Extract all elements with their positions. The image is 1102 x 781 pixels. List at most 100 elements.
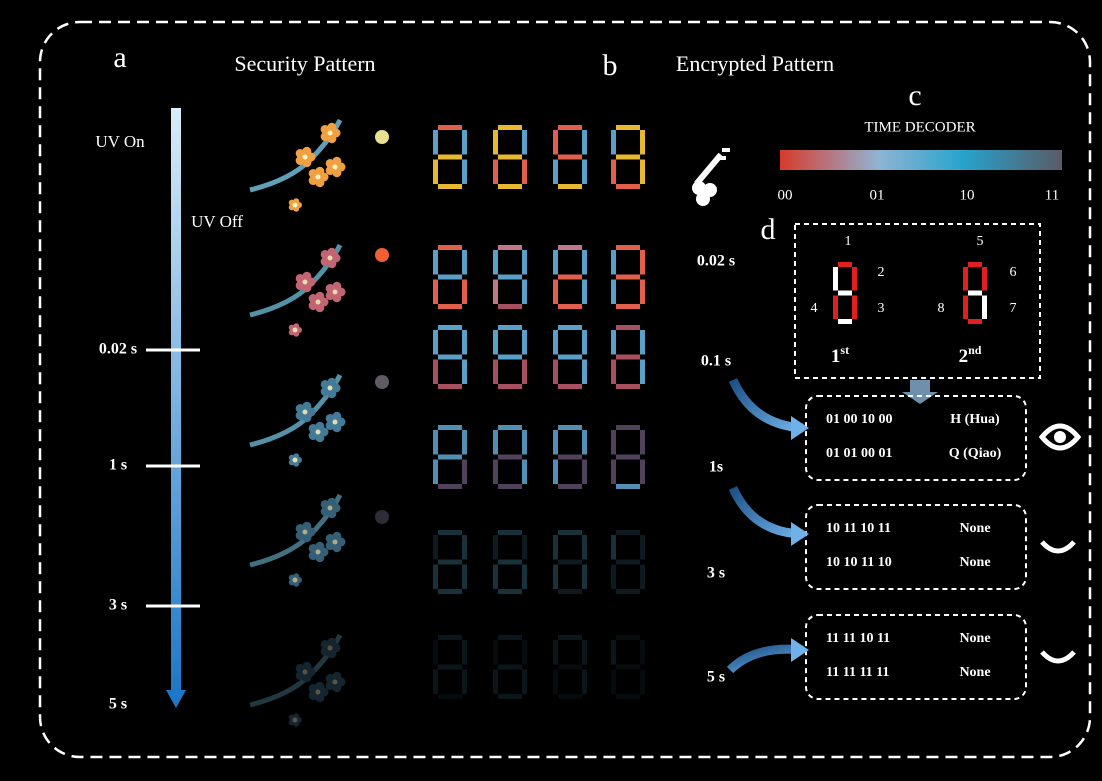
digit bbox=[433, 635, 467, 699]
segment bbox=[833, 295, 838, 319]
segment bbox=[553, 459, 558, 484]
segment bbox=[433, 279, 438, 304]
segment bbox=[582, 535, 587, 560]
flower-center bbox=[315, 689, 321, 695]
segment bbox=[582, 359, 587, 384]
panel-label: a bbox=[113, 41, 126, 74]
segment bbox=[616, 304, 640, 309]
flower-center bbox=[292, 717, 298, 723]
segment bbox=[640, 640, 645, 665]
result-box bbox=[805, 504, 1027, 590]
segment bbox=[493, 359, 498, 384]
time-label: 5 s bbox=[109, 696, 127, 713]
petal bbox=[320, 639, 330, 649]
decoded-letter: None bbox=[959, 631, 990, 646]
decoded-letter: None bbox=[959, 555, 990, 570]
digit bbox=[553, 530, 587, 594]
segment bbox=[498, 125, 522, 130]
segment bbox=[558, 245, 582, 250]
binary-code: 11 11 10 11 bbox=[826, 631, 890, 646]
petal bbox=[320, 257, 330, 267]
segment bbox=[838, 290, 852, 296]
segment bbox=[611, 359, 616, 384]
flower-center bbox=[332, 419, 338, 425]
digit bbox=[433, 125, 467, 189]
section-title: Encrypted Pattern bbox=[676, 51, 834, 76]
segment bbox=[498, 559, 522, 565]
segment bbox=[640, 535, 645, 560]
segment bbox=[493, 640, 498, 665]
segment bbox=[558, 484, 582, 489]
segment bbox=[438, 125, 462, 130]
digit bbox=[433, 425, 467, 489]
segment bbox=[438, 559, 462, 565]
time-label: 3 s bbox=[109, 597, 127, 614]
digit bbox=[553, 245, 587, 309]
segment bbox=[582, 640, 587, 665]
flower-branch bbox=[249, 633, 346, 727]
segment bbox=[438, 184, 462, 189]
digit bbox=[433, 530, 467, 594]
panel-label: c bbox=[908, 79, 921, 112]
petal bbox=[302, 401, 312, 411]
segment-number: 5 bbox=[977, 234, 984, 249]
segment bbox=[493, 535, 498, 560]
digit bbox=[433, 245, 467, 309]
segment bbox=[616, 184, 640, 189]
segment bbox=[433, 535, 438, 560]
segment bbox=[433, 250, 438, 275]
segment bbox=[553, 250, 558, 275]
segment bbox=[462, 640, 467, 665]
petal bbox=[295, 156, 305, 166]
segment bbox=[558, 589, 582, 594]
segment bbox=[640, 359, 645, 384]
segment bbox=[616, 484, 640, 489]
flower-center bbox=[292, 202, 298, 208]
flower-center bbox=[302, 669, 308, 675]
decoded-letter: None bbox=[959, 665, 990, 680]
segment bbox=[852, 295, 857, 319]
digit bbox=[611, 425, 645, 489]
decoded-letter: H (Hua) bbox=[950, 412, 1000, 427]
petal bbox=[302, 271, 312, 281]
digit bbox=[611, 635, 645, 699]
segment bbox=[616, 664, 640, 670]
down-arrow bbox=[902, 380, 938, 404]
decoded-letter: Q (Qiao) bbox=[949, 446, 1002, 461]
segment bbox=[640, 250, 645, 275]
petal bbox=[296, 717, 302, 723]
uv-off-label: UV Off bbox=[191, 212, 243, 231]
digit bbox=[493, 635, 527, 699]
digit bbox=[493, 425, 527, 489]
petal bbox=[315, 541, 325, 551]
segment bbox=[640, 430, 645, 455]
segment bbox=[433, 359, 438, 384]
petal bbox=[295, 411, 305, 421]
petal bbox=[302, 661, 312, 671]
segment-number: 4 bbox=[811, 301, 818, 316]
segment bbox=[582, 279, 587, 304]
segment bbox=[498, 664, 522, 670]
segment bbox=[558, 125, 582, 130]
segment bbox=[616, 384, 640, 389]
result-box bbox=[805, 395, 1027, 481]
digit bbox=[493, 245, 527, 309]
segment bbox=[498, 384, 522, 389]
petal bbox=[295, 671, 305, 681]
segment bbox=[493, 279, 498, 304]
segment bbox=[462, 535, 467, 560]
segment bbox=[462, 430, 467, 455]
segment bbox=[616, 530, 640, 535]
petal bbox=[332, 683, 342, 693]
petal bbox=[320, 132, 330, 142]
segment bbox=[582, 430, 587, 455]
segment bbox=[498, 154, 522, 160]
segment bbox=[640, 669, 645, 694]
outer-border bbox=[38, 20, 1092, 759]
petal bbox=[306, 667, 316, 677]
flower-center bbox=[292, 327, 298, 333]
segment-number: 8 bbox=[938, 301, 945, 316]
segment bbox=[611, 130, 616, 155]
segment bbox=[616, 325, 640, 330]
petal bbox=[315, 693, 325, 703]
